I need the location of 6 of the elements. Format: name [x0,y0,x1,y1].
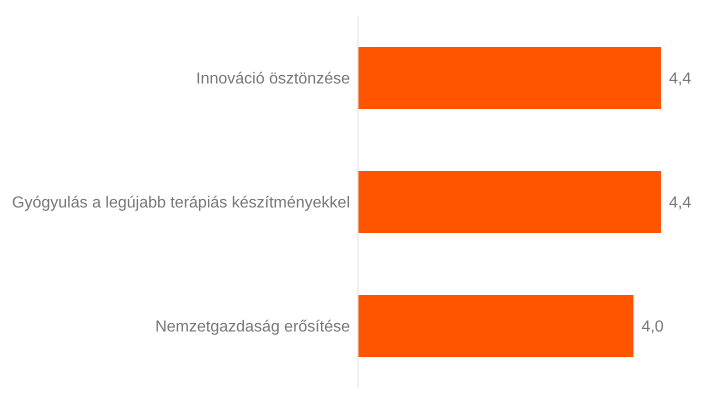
y-tick-label: Innováció ösztönzése [196,70,350,88]
y-tick-label: Gyógyulás a legújabb terápiás készítményekkel [12,194,350,212]
data-label: 4,4 [669,70,692,88]
y-tick-label: Nemzetgazdaság erősítése [155,318,350,336]
data-label: 4,4 [669,194,692,212]
data-label: 4,0 [641,318,664,336]
